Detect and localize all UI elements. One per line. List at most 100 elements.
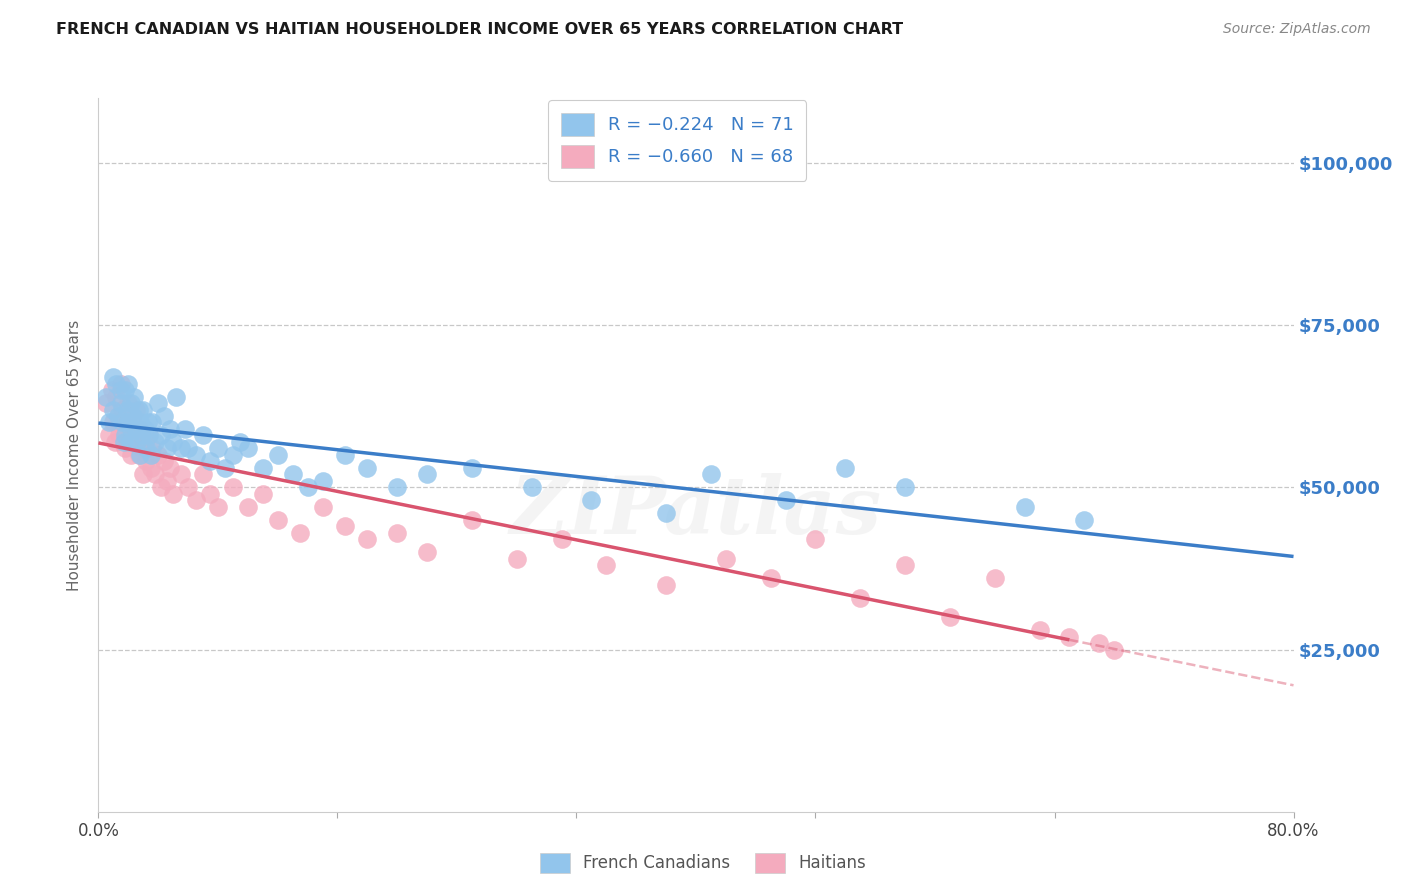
- Point: [134, 422, 156, 436]
- Point: [288, 525, 311, 540]
- Point: [132, 402, 155, 417]
- Point: [184, 448, 207, 462]
- Point: [121, 409, 143, 423]
- Point: [162, 434, 184, 449]
- Point: [128, 402, 150, 417]
- Point: [162, 487, 184, 501]
- Point: [461, 513, 484, 527]
- Point: [894, 558, 917, 573]
- Text: Source: ZipAtlas.com: Source: ZipAtlas.com: [1223, 22, 1371, 37]
- Point: [207, 442, 229, 456]
- Point: [117, 416, 139, 430]
- Text: ZIPatlas: ZIPatlas: [510, 474, 882, 550]
- Point: [520, 480, 543, 494]
- Point: [138, 428, 160, 442]
- Point: [356, 533, 378, 547]
- Point: [94, 396, 117, 410]
- Point: [229, 434, 252, 449]
- Point: [1073, 513, 1095, 527]
- Point: [104, 434, 127, 449]
- Text: FRENCH CANADIAN VS HAITIAN HOUSEHOLDER INCOME OVER 65 YEARS CORRELATION CHART: FRENCH CANADIAN VS HAITIAN HOUSEHOLDER I…: [56, 22, 904, 37]
- Point: [136, 416, 159, 430]
- Point: [655, 506, 678, 520]
- Point: [222, 480, 245, 494]
- Point: [139, 461, 162, 475]
- Point: [655, 577, 678, 591]
- Point: [595, 558, 617, 573]
- Point: [159, 422, 181, 436]
- Point: [1059, 630, 1081, 644]
- Point: [252, 487, 274, 501]
- Point: [150, 428, 173, 442]
- Point: [114, 383, 136, 397]
- Point: [112, 422, 135, 436]
- Point: [416, 467, 439, 482]
- Point: [385, 480, 409, 494]
- Point: [174, 422, 197, 436]
- Point: [214, 461, 236, 475]
- Point: [139, 448, 162, 462]
- Point: [114, 428, 136, 442]
- Point: [333, 519, 356, 533]
- Point: [125, 402, 148, 417]
- Point: [191, 428, 214, 442]
- Point: [132, 467, 155, 482]
- Point: [165, 390, 187, 404]
- Point: [581, 493, 603, 508]
- Point: [804, 533, 827, 547]
- Point: [252, 461, 274, 475]
- Point: [103, 370, 125, 384]
- Point: [110, 396, 132, 410]
- Point: [416, 545, 439, 559]
- Point: [849, 591, 872, 605]
- Point: [129, 448, 152, 462]
- Legend: R = −0.224   N = 71, R = −0.660   N = 68: R = −0.224 N = 71, R = −0.660 N = 68: [548, 100, 807, 181]
- Point: [177, 480, 200, 494]
- Point: [1088, 636, 1111, 650]
- Point: [775, 493, 797, 508]
- Point: [356, 461, 378, 475]
- Point: [385, 525, 409, 540]
- Point: [111, 416, 134, 430]
- Point: [135, 442, 157, 456]
- Point: [550, 533, 572, 547]
- Point: [153, 409, 176, 423]
- Point: [105, 390, 128, 404]
- Point: [129, 422, 152, 436]
- Point: [135, 454, 157, 468]
- Point: [141, 416, 163, 430]
- Point: [105, 376, 128, 391]
- Point: [834, 461, 856, 475]
- Point: [120, 448, 142, 462]
- Point: [267, 448, 290, 462]
- Point: [94, 390, 117, 404]
- Point: [700, 467, 723, 482]
- Point: [97, 428, 120, 442]
- Point: [107, 409, 129, 423]
- Point: [169, 442, 191, 456]
- Point: [107, 409, 129, 423]
- Point: [103, 402, 125, 417]
- Point: [110, 383, 132, 397]
- Point: [184, 493, 207, 508]
- Point: [115, 402, 138, 417]
- Point: [200, 454, 222, 468]
- Point: [118, 428, 141, 442]
- Point: [236, 500, 259, 514]
- Point: [134, 434, 156, 449]
- Point: [153, 454, 176, 468]
- Point: [118, 434, 141, 449]
- Point: [125, 422, 148, 436]
- Point: [143, 467, 166, 482]
- Point: [281, 467, 304, 482]
- Point: [150, 480, 173, 494]
- Point: [461, 461, 484, 475]
- Point: [506, 551, 529, 566]
- Point: [148, 396, 170, 410]
- Point: [984, 571, 1007, 585]
- Point: [120, 422, 142, 436]
- Point: [156, 474, 179, 488]
- Point: [207, 500, 229, 514]
- Point: [177, 442, 200, 456]
- Point: [222, 448, 245, 462]
